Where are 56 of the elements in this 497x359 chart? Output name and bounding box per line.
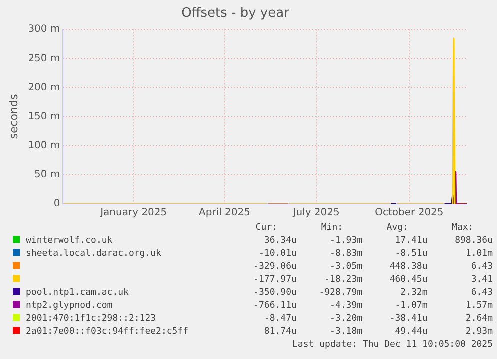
text: -10.01u [258, 248, 298, 261]
y-tick-label: 0 [54, 198, 60, 210]
text: -350.90u [252, 287, 298, 300]
legend-label: winterwolf.co.uk [25, 235, 114, 248]
text: 49.44u [394, 326, 429, 339]
y-tick-label: 100 m [28, 140, 60, 152]
x-tick-label: January 2025 [100, 208, 168, 219]
text: -3.05m [329, 261, 364, 274]
chart-title: Offsets - by year [182, 6, 290, 22]
text: -1.07m [394, 300, 429, 313]
text: -766.11u [252, 300, 298, 313]
y-tick-label: 250 m [28, 53, 60, 64]
text: 460.45u [388, 274, 429, 287]
text: 2.64m [464, 313, 494, 326]
text: -329.06u [252, 261, 298, 274]
y-tick-label: 150 m [28, 111, 60, 122]
x-tick-label: July 2025 [292, 208, 340, 219]
legend-label: pool.ntp1.cam.ac.uk [25, 287, 130, 300]
x-tick-label: October 2025 [375, 208, 444, 219]
text: -4.39m [329, 300, 364, 313]
y-axis-title: seconds [7, 94, 20, 140]
legend-label: sheeta.local.darac.org.uk [25, 248, 162, 261]
text: 2.32m [400, 287, 429, 300]
text: -928.79m [318, 287, 364, 300]
x-tick-label: April 2025 [198, 208, 250, 219]
text: -8.83m [329, 248, 364, 261]
text: 6.43 [470, 261, 494, 274]
text: -177.97u [252, 274, 298, 287]
text: 6.43 [470, 287, 494, 300]
legend-label: ntp2.glypnod.com [25, 300, 114, 313]
text: Min: [320, 222, 344, 235]
text: -38.41u [388, 313, 429, 326]
y-tick-label: 50 m [34, 170, 60, 181]
text: -8.47u [263, 313, 298, 326]
y-tick-label: 200 m [28, 82, 60, 94]
text: -8.51u [394, 248, 429, 261]
text: 36.34u [263, 235, 298, 248]
text: Cur: [254, 222, 278, 235]
y-tick-label: 300 m [28, 24, 60, 36]
text: 81.74u [263, 326, 298, 339]
text: Max: [451, 222, 475, 235]
legend-label: 2a01:7e00::f03c:94ff:fee2:c5ff [25, 326, 190, 339]
text: 1.57m [464, 300, 494, 313]
text: -18.23m [324, 274, 364, 287]
text: -3.20m [329, 313, 364, 326]
text: 1.01m [464, 248, 494, 261]
legend-label: 2001:470:1f1c:298::2:123 [25, 313, 158, 326]
text: -3.18m [329, 326, 364, 339]
text: Last update: Thu Dec 11 10:05:00 2025 [292, 339, 494, 352]
text: 17.41u [394, 235, 429, 248]
text: 448.38u [388, 261, 429, 274]
text: 898.36u [454, 235, 494, 248]
text: -1.93m [329, 235, 364, 248]
text: Avg: [386, 222, 410, 235]
text: 2.93m [464, 326, 494, 339]
text: 3.41 [470, 274, 494, 287]
